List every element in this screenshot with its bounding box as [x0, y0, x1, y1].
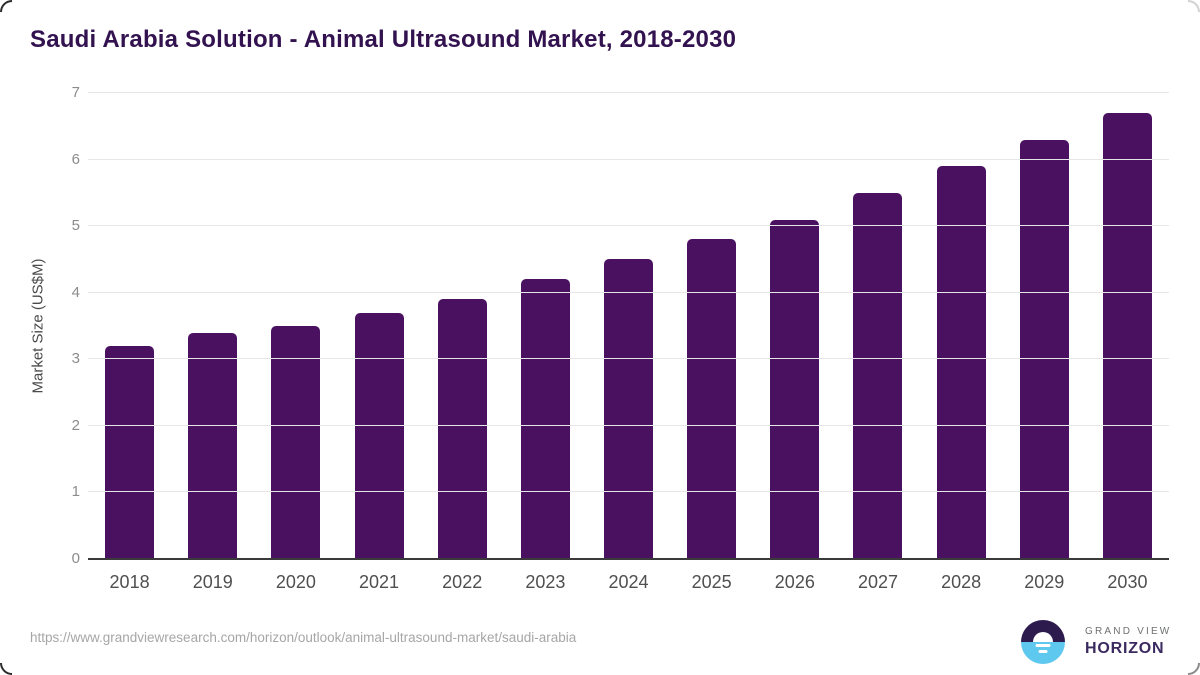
y-axis-tick-labels: 0 1 2 3 4 5 6 7 [40, 0, 80, 675]
gridline-1 [88, 491, 1169, 493]
bar-slot-2023: 2023 [504, 93, 587, 592]
x-tick-label-2028: 2028 [941, 572, 982, 592]
bar-slot-2030: 2030 [1086, 93, 1169, 592]
bar-slot-2026: 2026 [753, 93, 836, 592]
y-tick-label-4: 4 [71, 283, 80, 301]
bar-slot-2027: 2027 [836, 93, 919, 592]
y-tick-label-1: 1 [71, 483, 80, 501]
bar-slot-2024: 2024 [587, 93, 670, 592]
x-tick-label-2027: 2027 [857, 572, 898, 592]
bar-2019 [188, 332, 238, 559]
y-tick-label-7: 7 [71, 84, 80, 101]
bar-slot-2019: 2019 [171, 93, 254, 592]
bar-slot-2018: 2018 [88, 93, 171, 592]
bar-slot-2025: 2025 [670, 93, 753, 592]
rounded-corner-artifact [0, 0, 12, 12]
logo-reflection-bar [1038, 650, 1048, 653]
x-tick-label-2030: 2030 [1107, 572, 1148, 592]
rounded-corner-artifact [0, 663, 12, 675]
bar-2021 [354, 312, 404, 559]
horizon-sunset-circle-icon [1021, 620, 1065, 664]
brand-logo: GRAND VIEW HORIZON [1021, 620, 1171, 664]
brand-wordmark: GRAND VIEW HORIZON [1085, 626, 1171, 658]
chart-title: Saudi Arabia Solution - Animal Ultrasoun… [30, 26, 737, 53]
source-url: https://www.grandviewresearch.com/horizo… [30, 630, 577, 645]
y-tick-label-5: 5 [71, 217, 80, 235]
x-tick-label-2029: 2029 [1024, 572, 1065, 592]
bar-2028 [936, 166, 986, 559]
bars-row: 2018 2019 2020 2021 2022 2023 2024 2025 2026 2027… [88, 93, 1169, 592]
logo-dome-shape [1033, 632, 1053, 642]
rounded-corner-artifact [1188, 0, 1200, 12]
bar-2023 [520, 279, 570, 559]
bar-slot-2022: 2022 [421, 93, 504, 592]
bar-2027 [853, 192, 903, 559]
x-tick-label-2018: 2018 [109, 572, 150, 592]
brand-name-horizon: HORIZON [1085, 640, 1165, 657]
x-tick-label-2021: 2021 [359, 572, 400, 592]
rounded-corner-artifact [1188, 663, 1200, 675]
x-tick-label-2022: 2022 [442, 572, 483, 592]
y-tick-label-6: 6 [71, 150, 80, 168]
x-tick-label-2026: 2026 [774, 572, 815, 592]
x-tick-label-2025: 2025 [691, 572, 732, 592]
bar-2020 [271, 326, 321, 559]
x-tick-label-2019: 2019 [192, 572, 233, 592]
y-tick-label-0: 0 [71, 550, 80, 567]
gridline-2 [88, 424, 1169, 426]
gridline-3 [88, 358, 1169, 360]
bar-slot-2028: 2028 [920, 93, 1003, 592]
plot-area: 2018 2019 2020 2021 2022 2023 2024 2025 2026 2027… [88, 92, 1169, 592]
bar-slot-2021: 2021 [337, 93, 420, 592]
bar-2029 [1019, 139, 1069, 559]
bar-2026 [770, 219, 820, 559]
gridline-5 [88, 225, 1169, 227]
bar-2018 [105, 345, 155, 559]
bar-slot-2020: 2020 [254, 93, 337, 592]
bar-2022 [437, 299, 487, 559]
y-tick-label-3: 3 [71, 350, 80, 368]
gridline-6 [88, 158, 1169, 160]
bar-2024 [604, 259, 654, 559]
bar-slot-2029: 2029 [1003, 93, 1086, 592]
y-tick-label-2: 2 [71, 416, 80, 434]
x-tick-label-2020: 2020 [275, 572, 316, 592]
logo-reflection-bar [1035, 644, 1051, 647]
bar-2030 [1102, 112, 1152, 559]
brand-name-grand-view: GRAND VIEW [1085, 626, 1172, 637]
gridline-7 [88, 92, 1169, 93]
gridline-4 [88, 291, 1169, 293]
x-axis-line [88, 558, 1169, 560]
x-tick-label-2023: 2023 [525, 572, 566, 592]
bar-2025 [687, 239, 737, 559]
x-tick-label-2024: 2024 [608, 572, 649, 592]
